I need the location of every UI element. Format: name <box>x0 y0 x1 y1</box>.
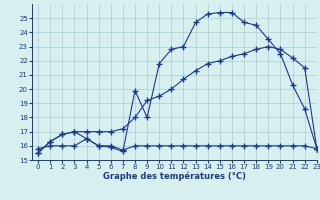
X-axis label: Graphe des températures (°C): Graphe des températures (°C) <box>103 172 246 181</box>
